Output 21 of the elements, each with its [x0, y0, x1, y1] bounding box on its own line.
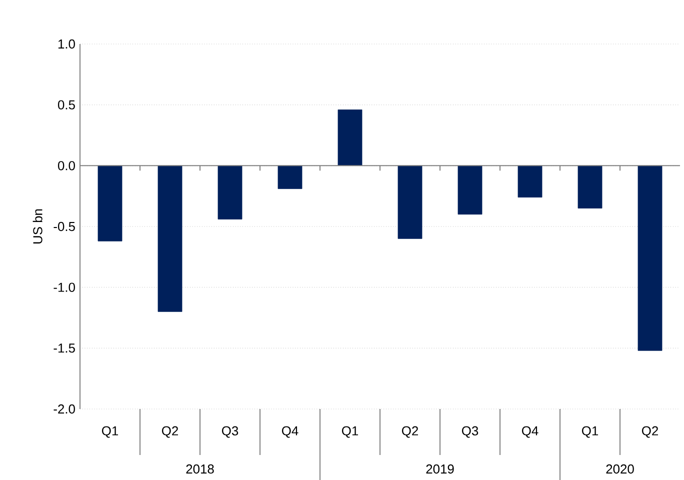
x-tick-label: Q1	[342, 426, 358, 438]
x-tick-label: Q2	[402, 426, 418, 438]
y-tick-label: 1.0	[58, 39, 75, 49]
x-tick-label: Q3	[462, 426, 478, 438]
x-tick-label: Q1	[102, 426, 118, 438]
text: 2018	[186, 464, 214, 474]
y-tick-label: -1.0	[54, 282, 75, 292]
y-tick-label: 0.5	[58, 100, 75, 110]
x-tick-label: Q4	[522, 426, 538, 438]
x-tick-label: Q4	[282, 426, 298, 438]
y-tick-label: -1.5	[54, 344, 75, 353]
y-tick-label: 0.0	[58, 161, 75, 170]
text: 2020	[606, 464, 634, 474]
y-axis-title: US bn	[32, 209, 42, 244]
x-tick-label: Q2	[162, 426, 178, 438]
x-tick-label: Q2	[642, 426, 658, 438]
text: 2019	[426, 464, 454, 474]
x-tick-label: Q3	[222, 426, 238, 438]
y-tick-label: -2.0	[54, 404, 75, 414]
y-tick-label: -0.5	[54, 222, 75, 232]
x-tick-label: Q1	[582, 426, 598, 438]
